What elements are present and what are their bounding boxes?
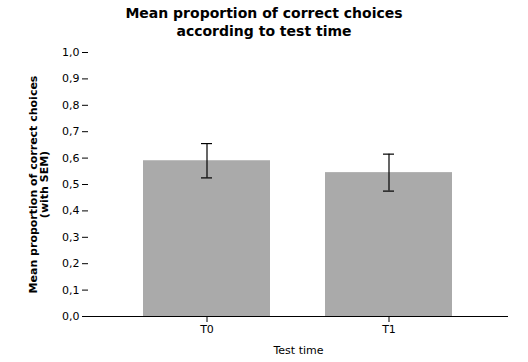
- svg-text:T1: T1: [381, 323, 396, 336]
- svg-text:0,6: 0,6: [62, 152, 80, 165]
- svg-text:0,5: 0,5: [62, 178, 80, 191]
- svg-text:0,7: 0,7: [62, 125, 80, 138]
- svg-text:Mean proportion of correct cho: Mean proportion of correct choices(with …: [27, 75, 51, 293]
- svg-text:0,1: 0,1: [62, 284, 80, 297]
- svg-text:1,0: 1,0: [62, 46, 80, 59]
- svg-text:T0: T0: [199, 323, 214, 336]
- svg-text:0,9: 0,9: [62, 72, 80, 85]
- html-text:Mean proportion of correct cho: Mean proportion of correct choices accor…: [125, 5, 403, 39]
- svg-text:0,2: 0,2: [62, 257, 80, 270]
- svg-text:0,8: 0,8: [62, 99, 80, 112]
- svg-text:0,0: 0,0: [62, 310, 80, 323]
- svg-text:0,4: 0,4: [62, 204, 80, 217]
- svg-text:Test time: Test time: [272, 344, 323, 357]
- svg-text:0,3: 0,3: [62, 231, 80, 244]
